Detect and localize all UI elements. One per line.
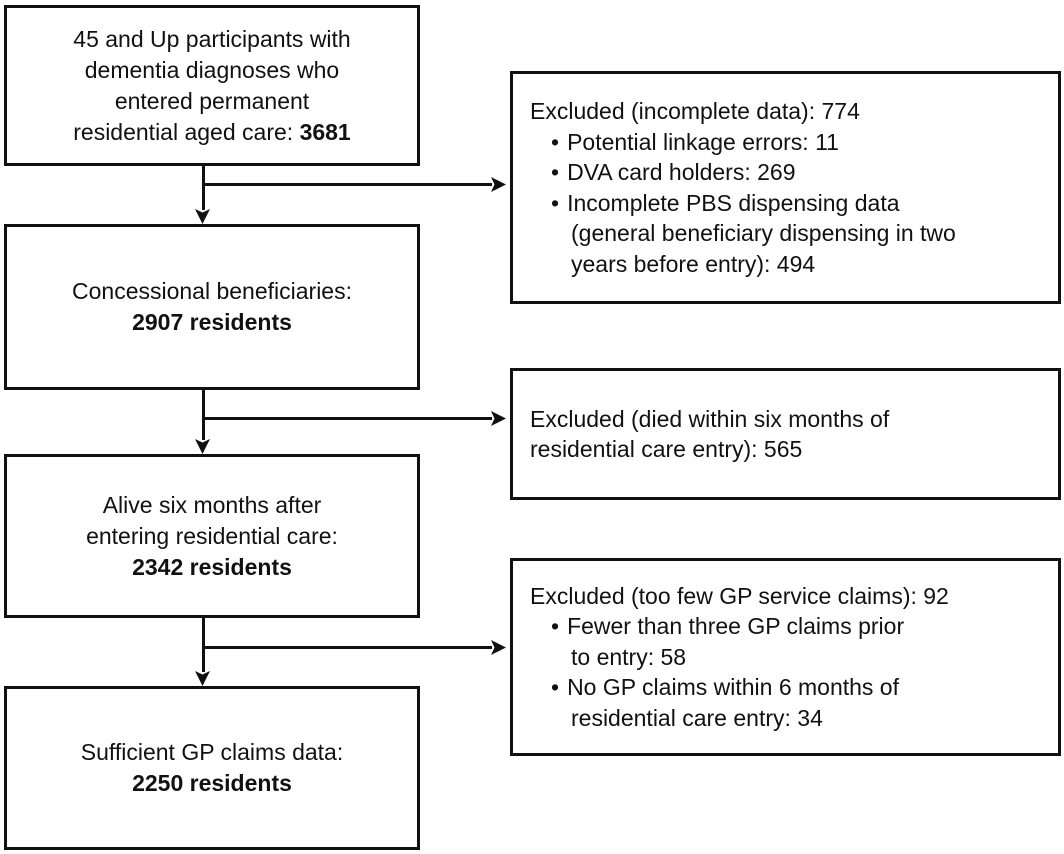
text-segment: entered permanent bbox=[114, 87, 310, 114]
arrow-right-icon bbox=[491, 177, 506, 192]
text-segment: DVA card holders: 269 bbox=[567, 159, 796, 185]
text-segment: dementia diagnoses who bbox=[84, 56, 340, 83]
excluded-died-box: Excluded (died within six months of resi… bbox=[510, 368, 1061, 500]
text-segment: Incomplete PBS dispensing data bbox=[567, 189, 900, 216]
box-text-line: dementia diagnoses who bbox=[85, 55, 339, 86]
cohort-box-concessional: Concessional beneficiaries: 2907 residen… bbox=[4, 224, 420, 390]
connector-line-vertical-2 bbox=[202, 390, 205, 440]
box-text-line: 2250 residents bbox=[132, 768, 292, 799]
connector-line-horizontal-3 bbox=[202, 646, 492, 649]
box-text-line: (general beneficiary dispensing in two bbox=[530, 218, 1050, 249]
text-segment: Sufficient GP claims data: bbox=[80, 739, 344, 765]
box-text-line: Excluded (too few GP service claims): 92 bbox=[530, 581, 1050, 612]
text-segment: residential aged care: bbox=[73, 118, 300, 145]
box-text-line: • Incomplete PBS dispensing data bbox=[530, 188, 1050, 219]
box-text-line: to entry: 58 bbox=[530, 642, 1050, 673]
text-segment: years before entry): 494 bbox=[571, 250, 816, 277]
box-text-line: residential care entry: 34 bbox=[530, 703, 1050, 734]
box-text-line: 45 and Up participants with bbox=[73, 24, 350, 55]
bullet-icon: • bbox=[551, 159, 560, 185]
cohort-box-alive-six-months: Alive six months after entering resident… bbox=[4, 454, 420, 618]
box-text-line: years before entry): 494 bbox=[530, 249, 1050, 280]
box-text-line: Concessional beneficiaries: bbox=[72, 276, 352, 307]
box-text-line: • DVA card holders: 269 bbox=[530, 157, 1050, 188]
text-segment: entering residential care: bbox=[86, 522, 338, 549]
text-segment: residential care entry): 565 bbox=[530, 436, 803, 462]
excluded-incomplete-data-box: Excluded (incomplete data): 774 • Potenti… bbox=[510, 71, 1061, 304]
cohort-box-sufficient-gp-claims: Sufficient GP claims data: 2250 resident… bbox=[4, 686, 420, 850]
bullet-icon: • bbox=[551, 613, 560, 640]
box-text-line: Alive six months after bbox=[103, 490, 322, 521]
arrow-down-icon bbox=[195, 209, 210, 224]
box-text-line: 2907 residents bbox=[132, 307, 292, 338]
text-segment: Excluded (too few GP service claims): 92 bbox=[530, 582, 949, 609]
box-text-line: residential aged care: 3681 bbox=[73, 117, 350, 148]
box-text-line: residential care entry): 565 bbox=[530, 434, 1050, 465]
count-bold-segment: 2907 residents bbox=[132, 309, 292, 335]
arrow-right-icon bbox=[491, 411, 506, 426]
box-text-line: entered permanent bbox=[115, 86, 309, 117]
arrow-right-icon bbox=[491, 640, 506, 655]
text-segment: Potential linkage errors: 11 bbox=[567, 128, 839, 155]
text-segment: residential care entry: 34 bbox=[571, 704, 823, 731]
count-bold-segment: 2250 residents bbox=[132, 770, 292, 796]
count-bold-segment: 3681 bbox=[299, 118, 351, 145]
box-text-line: Sufficient GP claims data: bbox=[81, 737, 344, 768]
excluded-too-few-gp-claims-box: Excluded (too few GP service claims): 92… bbox=[510, 558, 1061, 756]
cohort-box-participants: 45 and Up participants with dementia dia… bbox=[4, 5, 420, 166]
arrow-down-icon bbox=[195, 671, 210, 686]
box-text-line: • No GP claims within 6 months of bbox=[530, 672, 1050, 703]
box-text-line: Excluded (incomplete data): 774 bbox=[530, 96, 1050, 127]
text-segment: Alive six months after bbox=[102, 491, 322, 518]
text-segment: No GP claims within 6 months of bbox=[567, 674, 899, 701]
box-text-line: • Potential linkage errors: 11 bbox=[530, 127, 1050, 158]
bullet-icon: • bbox=[551, 674, 560, 701]
count-bold-segment: 2342 residents bbox=[132, 553, 292, 580]
text-segment: (general beneficiary dispensing in two bbox=[571, 220, 956, 246]
text-segment: Concessional beneficiaries: bbox=[72, 278, 352, 304]
box-text-line: 2342 residents bbox=[132, 552, 292, 583]
text-segment: to entry: 58 bbox=[571, 643, 687, 670]
bullet-icon: • bbox=[551, 189, 560, 216]
connector-line-vertical-1 bbox=[202, 166, 205, 210]
box-text-line: Excluded (died within six months of bbox=[530, 404, 1050, 435]
connector-line-vertical-3 bbox=[202, 618, 205, 672]
box-text-line: entering residential care: bbox=[86, 521, 338, 552]
bullet-icon: • bbox=[551, 128, 560, 155]
text-segment: 45 and Up participants with bbox=[73, 25, 351, 52]
arrow-down-icon bbox=[195, 439, 210, 454]
connector-line-horizontal-1 bbox=[202, 183, 492, 186]
text-segment: Fewer than three GP claims prior bbox=[567, 613, 905, 640]
box-text-line: • Fewer than three GP claims prior bbox=[530, 611, 1050, 642]
text-segment: Excluded (incomplete data): 774 bbox=[530, 98, 860, 124]
text-segment: Excluded (died within six months of bbox=[530, 405, 890, 432]
connector-line-horizontal-2 bbox=[202, 417, 492, 420]
